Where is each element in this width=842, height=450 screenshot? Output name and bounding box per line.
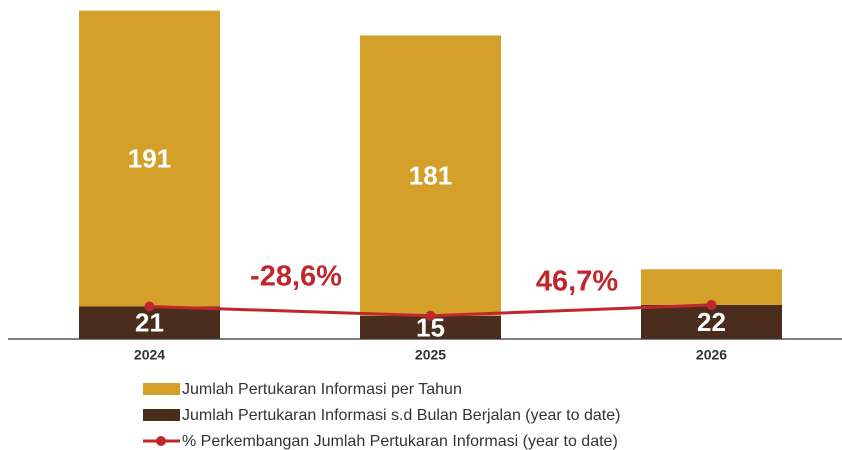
legend-swatch — [143, 383, 180, 395]
legend-label: Jumlah Pertukaran Informasi s.d Bulan Be… — [182, 407, 620, 424]
growth-point — [425, 310, 436, 321]
bar-label: 21 — [135, 308, 164, 338]
legend-label: % Perkembangan Jumlah Pertukaran Informa… — [182, 433, 618, 450]
bar-segment — [360, 315, 501, 339]
growth-point — [144, 301, 155, 312]
legend-swatch — [156, 436, 166, 446]
bar-label: 22 — [697, 307, 726, 337]
bar-segment — [79, 10, 220, 307]
bar-segment — [79, 306, 220, 339]
growth-label: -28,6% — [250, 261, 342, 293]
legend-swatch — [143, 409, 180, 421]
legend-label: Jumlah Pertukaran Informasi per Tahun — [182, 381, 462, 398]
bar-segment — [360, 35, 501, 316]
bar-segment — [641, 304, 782, 339]
bar-segment — [641, 269, 782, 305]
x-tick-label: 2025 — [415, 347, 446, 363]
bar-label: 181 — [409, 160, 452, 190]
x-tick-label: 2024 — [134, 347, 165, 363]
growth-point — [706, 299, 717, 310]
bar-label: 191 — [128, 143, 171, 173]
x-tick-label: 2026 — [696, 347, 727, 363]
growth-label: 46,7% — [536, 266, 618, 298]
